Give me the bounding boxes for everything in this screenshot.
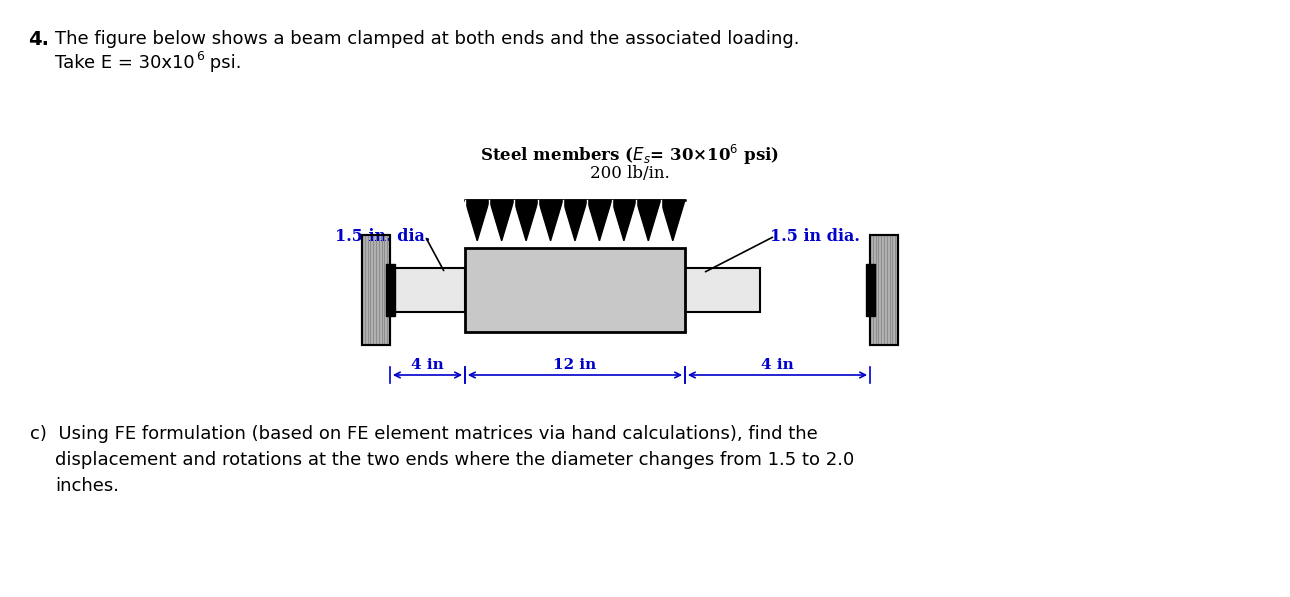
Polygon shape xyxy=(562,200,587,241)
Text: 200 lb/in.: 200 lb/in. xyxy=(590,165,670,182)
Polygon shape xyxy=(660,200,685,241)
Text: 1.5 in. dia.: 1.5 in. dia. xyxy=(334,228,430,245)
Text: 12 in: 12 in xyxy=(553,358,596,372)
Text: displacement and rotations at the two ends where the diameter changes from 1.5 t: displacement and rotations at the two en… xyxy=(55,451,854,469)
Polygon shape xyxy=(636,200,660,241)
Bar xyxy=(362,235,390,345)
Text: 4 in: 4 in xyxy=(412,358,444,372)
Polygon shape xyxy=(489,200,513,241)
Bar xyxy=(362,235,390,345)
Text: 6: 6 xyxy=(196,50,204,63)
Bar xyxy=(869,235,898,345)
Text: c)  Using FE formulation (based on FE element matrices via hand calculations), f: c) Using FE formulation (based on FE ele… xyxy=(30,425,818,443)
Bar xyxy=(869,235,898,345)
Polygon shape xyxy=(464,200,489,241)
Bar xyxy=(464,248,685,332)
Polygon shape xyxy=(513,200,538,241)
Text: inches.: inches. xyxy=(55,477,119,495)
Text: psi.: psi. xyxy=(204,54,241,72)
Text: 2 in dia.: 2 in dia. xyxy=(592,284,668,300)
Text: 4.: 4. xyxy=(28,30,49,49)
Text: Steel members ($\mathit{E}_s$= 30×10$^6$ psi): Steel members ($\mathit{E}_s$= 30×10$^6$… xyxy=(480,143,779,167)
Bar xyxy=(685,268,760,312)
Text: 4 in: 4 in xyxy=(761,358,793,372)
Polygon shape xyxy=(611,200,636,241)
Text: Take E = 30x10: Take E = 30x10 xyxy=(55,54,195,72)
Bar xyxy=(390,268,464,312)
Text: The figure below shows a beam clamped at both ends and the associated loading.: The figure below shows a beam clamped at… xyxy=(55,30,800,48)
Polygon shape xyxy=(587,200,611,241)
Text: 1.5 in dia.: 1.5 in dia. xyxy=(770,228,860,245)
Bar xyxy=(866,264,875,316)
Polygon shape xyxy=(538,200,562,241)
Bar xyxy=(386,264,395,316)
